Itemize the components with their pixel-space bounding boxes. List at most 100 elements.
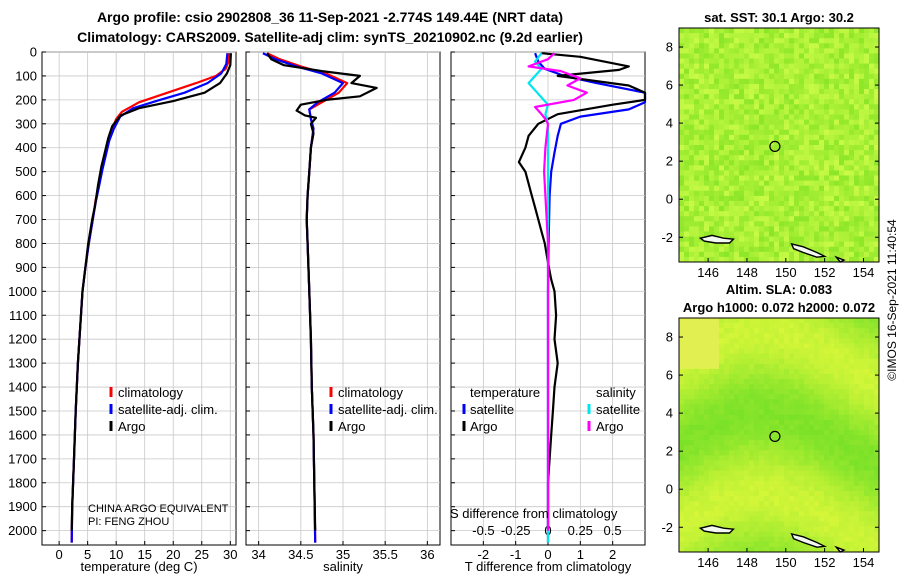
field-cell — [844, 170, 850, 176]
field-cell — [864, 526, 870, 533]
field-cell — [749, 460, 755, 466]
field-cell — [749, 78, 755, 85]
field-cell — [754, 358, 760, 365]
field-cell — [704, 175, 710, 182]
field-cell — [749, 541, 755, 548]
field-cell — [744, 251, 750, 258]
field-cell — [724, 368, 730, 375]
field-cell — [789, 211, 795, 217]
field-cell — [834, 348, 840, 355]
field-cell — [819, 394, 825, 400]
field-cell — [839, 435, 845, 441]
field-cell — [689, 348, 695, 355]
field-cell — [784, 501, 790, 507]
field-cell — [704, 460, 710, 466]
field-cell — [729, 221, 735, 227]
field-cell — [824, 206, 830, 212]
field-cell — [869, 58, 875, 65]
field-cell — [874, 541, 880, 548]
field-cell — [779, 333, 785, 339]
field-cell — [734, 63, 740, 70]
field-cell — [754, 180, 760, 187]
field-cell — [789, 206, 795, 212]
field-cell — [824, 99, 830, 105]
field-cell — [864, 348, 870, 355]
field-cell — [804, 206, 810, 212]
field-cell — [754, 165, 760, 171]
field-cell — [734, 241, 740, 248]
field-cell — [779, 185, 785, 192]
field-cell — [774, 435, 780, 441]
field-cell — [864, 541, 870, 548]
legend-temp-argo-label: Argo — [470, 419, 497, 434]
lat-tick-label: 4 — [666, 406, 673, 421]
field-cell — [874, 68, 880, 75]
field-cell — [679, 165, 685, 171]
field-cell — [724, 38, 730, 44]
series-argo — [70, 53, 232, 531]
field-cell — [754, 546, 760, 553]
field-cell — [844, 114, 850, 120]
field-cell — [739, 460, 745, 466]
field-cell — [714, 206, 720, 212]
field-cell — [809, 256, 815, 263]
field-cell — [684, 429, 690, 436]
field-cell — [819, 134, 825, 141]
field-cell — [869, 318, 875, 324]
field-cell — [779, 28, 785, 34]
field-cell — [839, 480, 845, 487]
field-cell — [719, 323, 725, 329]
field-cell — [744, 231, 750, 237]
field-cell — [819, 78, 825, 85]
field-cell — [829, 445, 835, 451]
field-cell — [794, 373, 800, 380]
field-cell — [824, 338, 830, 344]
field-cell — [844, 195, 850, 202]
x-tick-label: 2 — [609, 547, 616, 562]
field-cell — [779, 114, 785, 120]
field-cell — [859, 480, 865, 487]
field-cell — [829, 94, 835, 100]
field-cell — [839, 358, 845, 365]
header-line-2: Climatology: CARS2009. Satellite-adj cli… — [77, 29, 583, 45]
field-cell — [834, 373, 840, 380]
field-cell — [689, 216, 695, 222]
field-cell — [719, 368, 725, 375]
field-cell — [679, 63, 685, 70]
field-cell — [864, 175, 870, 182]
field-cell — [704, 165, 710, 171]
field-cell — [839, 328, 845, 334]
field-cell — [694, 348, 700, 355]
field-cell — [679, 78, 685, 85]
field-cell — [799, 73, 805, 80]
field-cell — [829, 323, 835, 329]
field-cell — [694, 221, 700, 227]
field-cell — [739, 328, 745, 334]
field-cell — [834, 180, 840, 187]
field-cell — [829, 373, 835, 380]
field-cell — [829, 129, 835, 136]
field-cell — [679, 200, 685, 207]
field-cell — [869, 38, 875, 44]
field-cell — [824, 155, 830, 161]
field-cell — [844, 404, 850, 410]
depth-tick-label: 2000 — [8, 523, 37, 538]
field-cell — [709, 180, 715, 187]
field-cell — [744, 200, 750, 207]
field-cell — [759, 221, 765, 227]
field-cell — [689, 58, 695, 65]
field-cell — [764, 94, 770, 100]
field-cell — [759, 480, 765, 487]
field-cell — [709, 511, 715, 517]
field-cell — [799, 506, 805, 512]
field-cell — [794, 348, 800, 355]
field-cell — [694, 165, 700, 171]
field-cell — [769, 185, 775, 192]
field-cell — [754, 531, 760, 538]
lat-tick-label: 4 — [666, 116, 673, 131]
field-cell — [854, 129, 860, 136]
field-cell — [769, 211, 775, 217]
field-cell — [759, 348, 765, 355]
sla-map-panel: Altim. SLA: 0.083 Argo h1000: 0.072 h200… — [661, 282, 880, 570]
field-cell — [829, 150, 835, 156]
